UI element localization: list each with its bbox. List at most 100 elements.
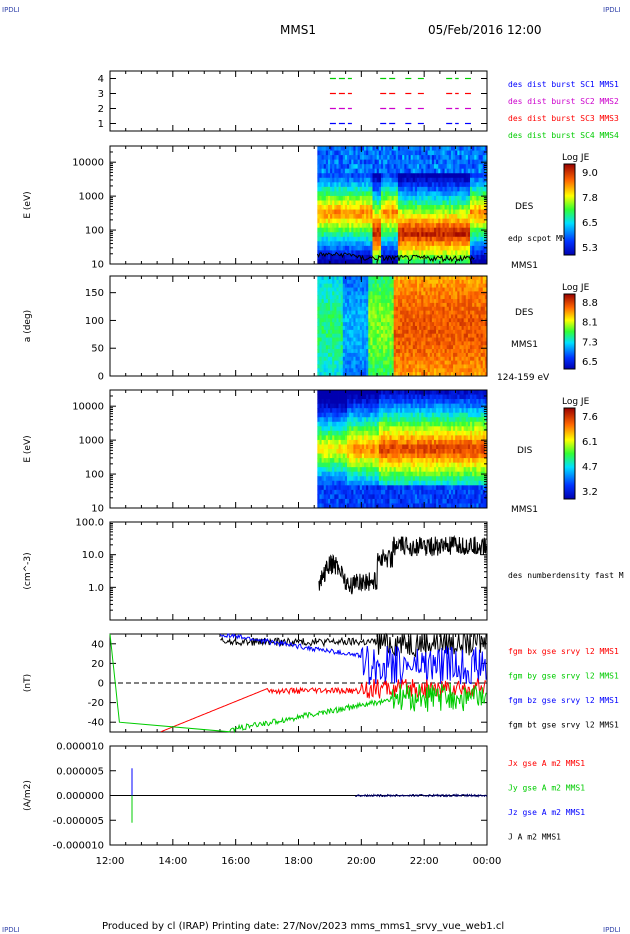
pitch-angle-spectrogram-cell [457, 372, 460, 377]
pitch-angle-spectrogram-cell [476, 360, 479, 365]
des-spectrogram-cell [336, 250, 339, 256]
pitch-angle-spectrogram-cell [351, 368, 354, 373]
footer-credit: Produced by cl (IRAP) Printing date: 27/… [102, 921, 504, 932]
pitch-angle-spectrogram-cell [474, 302, 477, 308]
dis-spectrogram-cell [317, 453, 320, 459]
des-spectrogram-cell [419, 182, 422, 188]
pitch-angle-spectrogram-cell [325, 329, 329, 335]
pitch-angle-spectrogram-cell [436, 372, 439, 377]
des-spectrogram-cell [459, 191, 462, 197]
pitch-angle-spectrogram-cell [423, 360, 426, 365]
pitch-angle-spectrogram-cell [385, 322, 388, 327]
pitch-angle-spectrogram-cell [342, 352, 346, 358]
pitch-angle-spectrogram-cell [397, 276, 401, 281]
pitch-angle-spectrogram-cell [385, 276, 388, 281]
dis-spectrogram-cell [317, 421, 320, 427]
dis-spectrogram-cell [330, 471, 333, 477]
pitch-angle-spectrogram-cell [402, 310, 405, 315]
pitch-angle-spectrogram-cell [463, 318, 467, 323]
des-spectrogram-cell [349, 155, 352, 161]
des-spectrogram-cell [374, 155, 378, 161]
dis-spectrogram-cell [344, 408, 348, 414]
pitch-angle-spectrogram-cell [378, 302, 382, 308]
des-spectrogram-cell [431, 250, 435, 256]
des-spectrogram-cell [325, 205, 329, 210]
dis-spectrogram-cell [323, 444, 327, 450]
dis-spectrogram-cell [355, 476, 359, 482]
pitch-angle-spectrogram-cell [438, 337, 441, 342]
des-spectrogram-cell [357, 259, 361, 265]
dis-spectrogram-cell [349, 449, 352, 454]
pitch-angle-spectrogram-cell [431, 329, 435, 335]
des-spectrogram-cell [412, 218, 416, 224]
des-spectrogram-cell [332, 254, 335, 260]
des-spectrogram-cell [387, 245, 390, 251]
pitch-angle-spectrogram-cell [372, 356, 376, 362]
pitch-angle-spectrogram-cell [393, 337, 397, 342]
dis-spectrogram-cell [359, 394, 363, 400]
pitch-angle-spectrogram-cell [484, 352, 488, 358]
dis-spectrogram-cell [344, 458, 348, 464]
des-spectrogram-cell [453, 195, 456, 201]
des-spectrogram-cell [344, 223, 348, 229]
pitch-angle-spectrogram-cell [433, 276, 437, 281]
des-spectrogram-cell [374, 236, 378, 242]
pitch-angle-spectrogram-cell [321, 360, 325, 365]
pitch-angle-spectrogram-cell [476, 276, 479, 281]
des-spectrogram-cell [423, 218, 426, 224]
pitch-angle-spectrogram-cell [323, 318, 327, 323]
des-spectrogram-cell [442, 146, 445, 151]
pitch-angle-spectrogram-cell [433, 368, 437, 373]
pitch-angle-spectrogram-cell [370, 356, 373, 362]
des-spectrogram-cell [336, 195, 339, 201]
des-spectrogram-cell [457, 182, 460, 188]
des-spectrogram-cell [400, 227, 403, 233]
des-spectrogram-cell [370, 259, 373, 265]
des-spectrogram-cell [364, 254, 367, 260]
des-spectrogram-cell [459, 195, 462, 201]
dis-spectrogram-cell [325, 467, 329, 473]
pitch-angle-spectrogram-cell [391, 279, 395, 285]
des-spectrogram-cell [472, 241, 475, 247]
des-spectrogram-cell [332, 259, 335, 265]
pitch-angle-spectrogram-cell [484, 345, 488, 350]
dis-spectrogram-cell [351, 503, 354, 509]
pitch-angle-spectrogram-cell [444, 349, 448, 354]
pitch-angle-spectrogram-cell [448, 302, 452, 308]
pitch-angle-spectrogram-cell [383, 368, 386, 373]
des-spectrogram-cell [450, 214, 454, 220]
des-spectrogram-cell [476, 223, 479, 229]
pitch-angle-spectrogram-cell [353, 333, 356, 338]
pitch-angle-spectrogram-cell [376, 352, 380, 358]
des-spectrogram-cell [440, 191, 443, 197]
des-spectrogram-cell [383, 168, 386, 174]
des-spectrogram-cell [319, 254, 322, 260]
des-spectrogram-cell [442, 245, 445, 251]
pitch-angle-spectrogram-cell [425, 318, 429, 323]
des-spectrogram-cell [414, 245, 418, 251]
pitch-angle-spectrogram-cell [319, 341, 322, 346]
des-spectrogram-cell [410, 218, 414, 224]
pitch-angle-spectrogram-cell [433, 283, 437, 288]
des-spectrogram-cell [332, 232, 335, 238]
pitch-angle-spectrogram-cell [366, 337, 369, 342]
des-spectrogram-cell [376, 177, 380, 183]
des-spectrogram-cell [408, 254, 412, 260]
pitch-angle-spectrogram-cell [461, 322, 465, 327]
des-spectrogram-cell [357, 186, 361, 192]
des-spectrogram-cell [465, 177, 469, 183]
pitch-angle-spectrogram-cell [389, 352, 392, 358]
des-spectrogram-cell [414, 232, 418, 238]
pitch-angle-spectrogram-cell [376, 341, 380, 346]
des-spectrogram-cell [361, 150, 365, 156]
pitch-angle-spectrogram-cell [349, 368, 352, 373]
pitch-angle-spectrogram-cell [429, 306, 433, 312]
pitch-angle-spectrogram-cell [406, 337, 409, 342]
pitch-angle-spectrogram-cell [353, 356, 356, 362]
pitch-angle-spectrogram-cell [353, 372, 356, 377]
pitch-angle-spectrogram-cell [370, 360, 373, 365]
des-spectrogram-cell [370, 177, 373, 183]
des-spectrogram-cell [410, 259, 414, 265]
des-spectrogram-cell [408, 186, 412, 192]
pitch-angle-spectrogram-cell [453, 360, 456, 365]
